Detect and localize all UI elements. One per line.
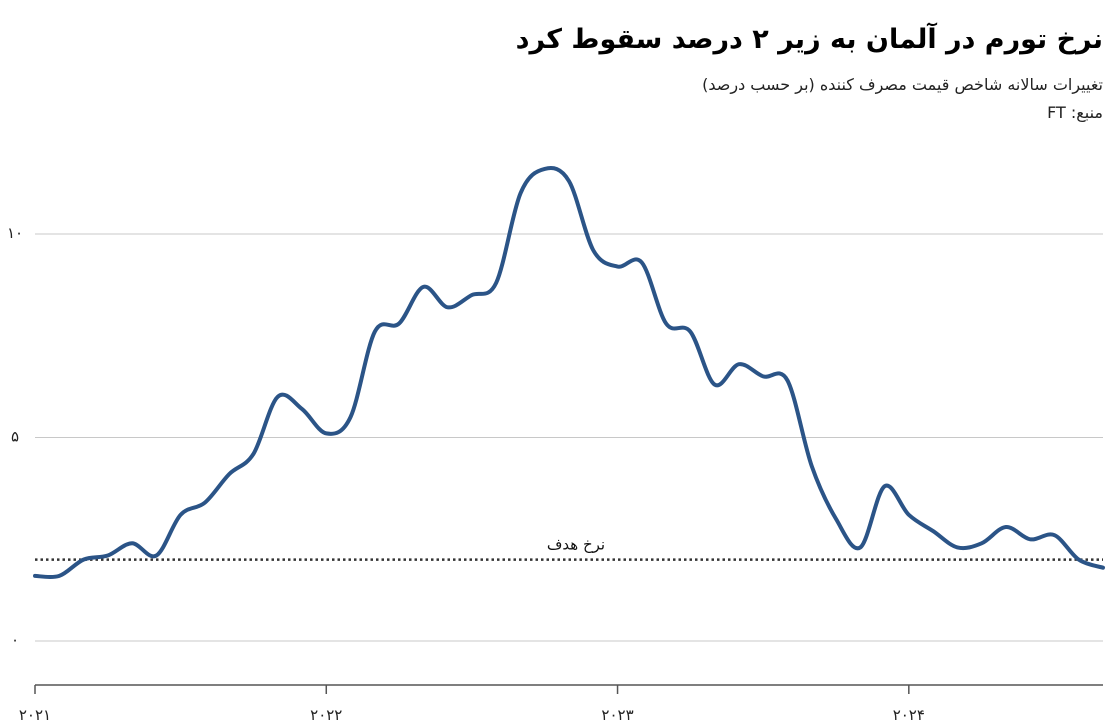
data-point-2021-06	[154, 554, 158, 558]
x-tick-label-2021-01: ۲۰۲۱	[19, 706, 51, 724]
data-point-2021-01	[33, 574, 37, 578]
data-point-2022-04	[397, 322, 401, 326]
data-point-2022-03	[373, 330, 377, 334]
data-point-2023-10	[834, 517, 838, 521]
x-tick-label-2024-01: ۲۰۲۴	[893, 706, 925, 724]
data-point-2021-05	[130, 541, 134, 545]
data-point-2022-12	[591, 248, 595, 252]
data-point-2023-12	[883, 484, 887, 488]
data-point-2024-07	[1053, 533, 1057, 537]
data-point-2023-03	[664, 322, 668, 326]
y-tick-label-5: ۵	[11, 428, 19, 446]
data-point-2023-01	[616, 265, 620, 269]
data-point-2021-04	[106, 554, 110, 558]
data-point-2022-01	[324, 431, 328, 435]
data-point-2021-09	[227, 472, 231, 476]
data-point-2021-11	[276, 395, 280, 399]
data-point-2022-02	[349, 415, 353, 419]
series-group	[33, 166, 1105, 580]
target-label: نرخ هدف	[547, 536, 605, 554]
x-axis: ۲۰۲۱ ۲۰۲۲ ۲۰۲۳ ۲۰۲۴	[19, 684, 1103, 724]
y-axis-ticks: ۰ ۵ ۱۰	[7, 224, 23, 649]
x-tick-label-2023-01: ۲۰۲۳	[601, 706, 633, 724]
data-point-2023-04	[688, 330, 692, 334]
chart-title: نرخ تورم در آلمان به زیر ۲ درصد سقوط کرد	[515, 24, 1103, 55]
data-point-2021-08	[203, 501, 207, 505]
data-point-2023-11	[858, 545, 862, 549]
data-point-2022-09	[519, 191, 523, 195]
data-point-2022-11	[567, 179, 571, 183]
data-point-2023-09	[810, 464, 814, 468]
chart-source: منبع: FT	[1047, 103, 1103, 122]
data-point-2022-05	[421, 285, 425, 289]
data-point-2023-05	[713, 383, 717, 387]
data-point-2024-04	[980, 541, 984, 545]
data-point-2023-07	[761, 374, 765, 378]
data-point-2023-06	[737, 362, 741, 366]
chart-header: نرخ تورم در آلمان به زیر ۲ درصد سقوط کرد…	[103, 22, 1103, 124]
data-point-2021-03	[82, 558, 86, 562]
data-point-2022-06	[446, 305, 450, 309]
data-point-2022-08	[494, 281, 498, 285]
y-tick-label-10: ۱۰	[7, 224, 23, 242]
data-point-2021-02	[57, 574, 61, 578]
gridlines	[35, 233, 1103, 642]
data-point-2022-10	[543, 167, 547, 171]
data-point-2023-02	[640, 261, 644, 265]
x-tick-label-2022-01: ۲۰۲۲	[310, 706, 342, 724]
data-point-2021-12	[300, 407, 304, 411]
inflation-series-line	[33, 166, 1105, 580]
target-line-group: نرخ هدف	[35, 536, 1103, 561]
data-point-2024-06	[1028, 537, 1032, 541]
data-point-2024-02	[931, 529, 935, 533]
data-point-2021-10	[252, 452, 256, 456]
data-point-2021-07	[179, 513, 183, 517]
data-point-2024-08	[1077, 558, 1081, 562]
data-point-2024-03	[955, 545, 959, 549]
data-point-2022-07	[470, 293, 474, 297]
data-point-2024-05	[1004, 525, 1008, 529]
data-point-2024-01	[907, 513, 911, 517]
data-point-2024-09	[1101, 566, 1105, 570]
y-tick-label-0: ۰	[11, 631, 19, 649]
chart-subtitle: تغییرات سالانه شاخص قیمت مصرف کننده (بر …	[702, 75, 1103, 94]
data-point-2023-08	[786, 379, 790, 383]
